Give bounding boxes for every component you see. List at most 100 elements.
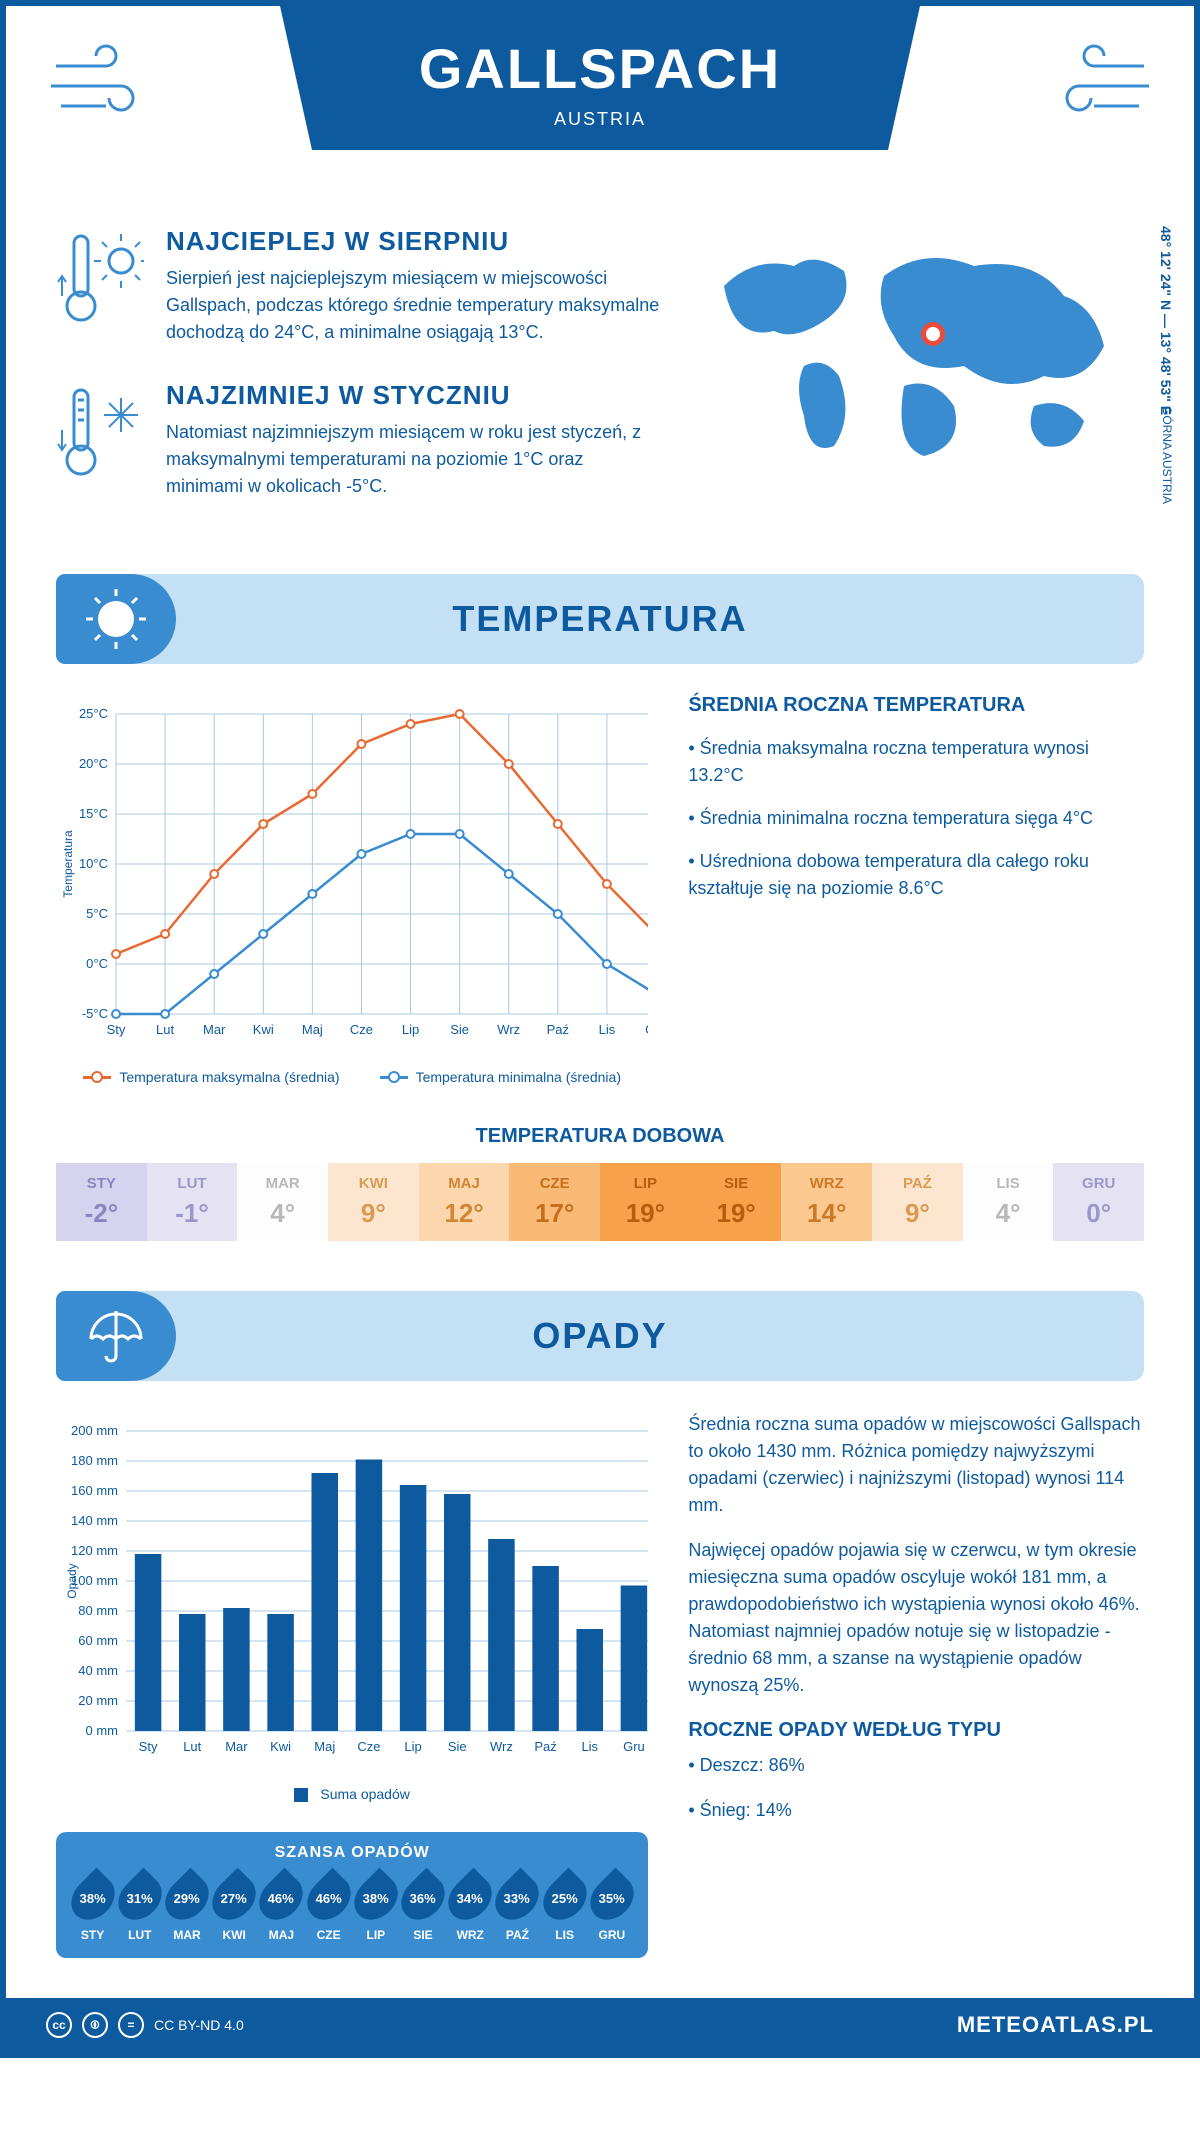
country-name: AUSTRIA bbox=[300, 109, 900, 130]
daily-cell: GRU0° bbox=[1053, 1163, 1144, 1241]
chance-drop: 27%KWI bbox=[214, 1874, 255, 1942]
drop-icon: 25% bbox=[534, 1868, 595, 1929]
daily-cell: MAJ12° bbox=[419, 1163, 510, 1241]
daily-month: MAR bbox=[237, 1175, 328, 1192]
chance-drop: 34%WRZ bbox=[450, 1874, 491, 1942]
warm-title: NAJCIEPLEJ W SIERPNIU bbox=[166, 226, 664, 257]
drop-value: 25% bbox=[552, 1891, 578, 1906]
footer-license: cc 🅯 = CC BY-ND 4.0 bbox=[46, 2012, 244, 2038]
daily-value: 19° bbox=[600, 1198, 691, 1229]
svg-text:180 mm: 180 mm bbox=[71, 1453, 118, 1468]
line-chart-box: -5°C0°C5°C10°C15°C20°C25°CStyLutMarKwiMa… bbox=[56, 694, 648, 1085]
chance-drop: 33%PAŹ bbox=[497, 1874, 538, 1942]
cold-fact: NAJZIMNIEJ W STYCZNIU Natomiast najzimni… bbox=[56, 380, 664, 504]
daily-month: CZE bbox=[509, 1175, 600, 1192]
facts-column: NAJCIEPLEJ W SIERPNIU Sierpień jest najc… bbox=[56, 226, 664, 534]
svg-text:Paź: Paź bbox=[534, 1739, 556, 1754]
drop-icon: 34% bbox=[440, 1868, 501, 1929]
daily-value: 4° bbox=[963, 1198, 1054, 1229]
region-label: GÓRNA AUSTRIA bbox=[1160, 406, 1174, 504]
svg-text:Gru: Gru bbox=[623, 1739, 645, 1754]
footer-site: METEOATLAS.PL bbox=[957, 2012, 1154, 2038]
svg-text:Lis: Lis bbox=[581, 1739, 598, 1754]
precip-type-title: ROCZNE OPADY WEDŁUG TYPU bbox=[688, 1719, 1144, 1742]
drop-month: GRU bbox=[591, 1928, 632, 1942]
chance-drop: 36% SIE bbox=[402, 1874, 443, 1942]
daily-cell: STY-2° bbox=[56, 1163, 147, 1241]
svg-text:20 mm: 20 mm bbox=[78, 1693, 118, 1708]
svg-text:Maj: Maj bbox=[302, 1022, 323, 1037]
precip-bar-chart: 0 mm20 mm40 mm60 mm80 mm100 mm120 mm140 … bbox=[56, 1411, 648, 1771]
svg-text:Sty: Sty bbox=[107, 1022, 126, 1037]
svg-text:Lut: Lut bbox=[183, 1739, 201, 1754]
drop-value: 27% bbox=[221, 1891, 247, 1906]
nd-icon: = bbox=[118, 2012, 144, 2038]
svg-text:60 mm: 60 mm bbox=[78, 1633, 118, 1648]
daily-cell: PAŹ9° bbox=[872, 1163, 963, 1241]
temperature-section-header: TEMPERATURA bbox=[56, 574, 1144, 664]
drop-month: PAŹ bbox=[497, 1928, 538, 1942]
drop-value: 46% bbox=[268, 1891, 294, 1906]
cold-text: Natomiast najzimniejszym miesiącem w rok… bbox=[166, 419, 664, 500]
drop-icon: 38% bbox=[345, 1868, 406, 1929]
daily-temp-title: TEMPERATURA DOBOWA bbox=[56, 1125, 1144, 1148]
sun-icon bbox=[56, 574, 176, 664]
drop-icon: 33% bbox=[487, 1868, 548, 1929]
temperature-row: -5°C0°C5°C10°C15°C20°C25°CStyLutMarKwiMa… bbox=[56, 694, 1144, 1085]
chance-drop: 38%STY bbox=[72, 1874, 113, 1942]
drop-value: 35% bbox=[599, 1891, 625, 1906]
bar-chart-box: 0 mm20 mm40 mm60 mm80 mm100 mm120 mm140 … bbox=[56, 1411, 648, 1958]
precip-info: Średnia roczna suma opadów w miejscowośc… bbox=[688, 1411, 1144, 1958]
daily-cell: LIP19° bbox=[600, 1163, 691, 1241]
svg-text:Wrz: Wrz bbox=[497, 1022, 520, 1037]
daily-cell: KWI9° bbox=[328, 1163, 419, 1241]
svg-text:Lut: Lut bbox=[156, 1022, 174, 1037]
drop-value: 36% bbox=[410, 1891, 436, 1906]
svg-text:Sty: Sty bbox=[139, 1739, 158, 1754]
temp-bullet: • Średnia minimalna roczna temperatura s… bbox=[688, 805, 1144, 832]
svg-text:0 mm: 0 mm bbox=[86, 1723, 119, 1738]
drop-icon: 29% bbox=[157, 1868, 218, 1929]
bar-legend-swatch bbox=[294, 1788, 308, 1802]
svg-text:Cze: Cze bbox=[350, 1022, 373, 1037]
chance-title: SZANSA OPADÓW bbox=[72, 1844, 632, 1862]
svg-text:10°C: 10°C bbox=[79, 856, 108, 871]
daily-month: PAŹ bbox=[872, 1175, 963, 1192]
svg-text:-5°C: -5°C bbox=[82, 1006, 108, 1021]
daily-value: 4° bbox=[237, 1198, 328, 1229]
svg-text:Lis: Lis bbox=[599, 1022, 616, 1037]
chance-drop: 46%CZE bbox=[308, 1874, 349, 1942]
svg-text:Sie: Sie bbox=[448, 1739, 467, 1754]
svg-text:Maj: Maj bbox=[314, 1739, 335, 1754]
svg-text:140 mm: 140 mm bbox=[71, 1513, 118, 1528]
daily-value: 14° bbox=[781, 1198, 872, 1229]
page: GALLSPACH AUSTRIA NAJCIEPLEJ W SIERPNIU … bbox=[0, 0, 1200, 2058]
svg-text:0°C: 0°C bbox=[86, 956, 108, 971]
svg-text:Wrz: Wrz bbox=[490, 1739, 513, 1754]
svg-text:40 mm: 40 mm bbox=[78, 1663, 118, 1678]
svg-text:120 mm: 120 mm bbox=[71, 1543, 118, 1558]
daily-value: -1° bbox=[147, 1198, 238, 1229]
temp-bullets: • Średnia maksymalna roczna temperatura … bbox=[688, 735, 1144, 902]
drop-value: 29% bbox=[174, 1891, 200, 1906]
svg-text:Kwi: Kwi bbox=[253, 1022, 274, 1037]
city-name: GALLSPACH bbox=[300, 36, 900, 101]
chance-drop: 25%LIS bbox=[544, 1874, 585, 1942]
legend-min-label: Temperatura minimalna (średnia) bbox=[416, 1069, 621, 1085]
svg-text:Lip: Lip bbox=[404, 1739, 421, 1754]
license-text: CC BY-ND 4.0 bbox=[154, 2017, 244, 2033]
svg-text:Cze: Cze bbox=[357, 1739, 380, 1754]
chance-drop: 46%MAJ bbox=[261, 1874, 302, 1942]
legend-min: Temperatura minimalna (średnia) bbox=[380, 1069, 621, 1085]
drop-month: SIE bbox=[402, 1928, 443, 1942]
chance-drop: 31%LUT bbox=[119, 1874, 160, 1942]
content: NAJCIEPLEJ W SIERPNIU Sierpień jest najc… bbox=[6, 206, 1194, 1998]
svg-text:Mar: Mar bbox=[203, 1022, 226, 1037]
header: GALLSPACH AUSTRIA bbox=[6, 6, 1194, 206]
umbrella-icon bbox=[56, 1291, 176, 1381]
daily-month: LUT bbox=[147, 1175, 238, 1192]
location-marker bbox=[921, 322, 945, 346]
temperature-title: TEMPERATURA bbox=[452, 598, 747, 640]
precip-row: 0 mm20 mm40 mm60 mm80 mm100 mm120 mm140 … bbox=[56, 1411, 1144, 1958]
daily-value: 17° bbox=[509, 1198, 600, 1229]
